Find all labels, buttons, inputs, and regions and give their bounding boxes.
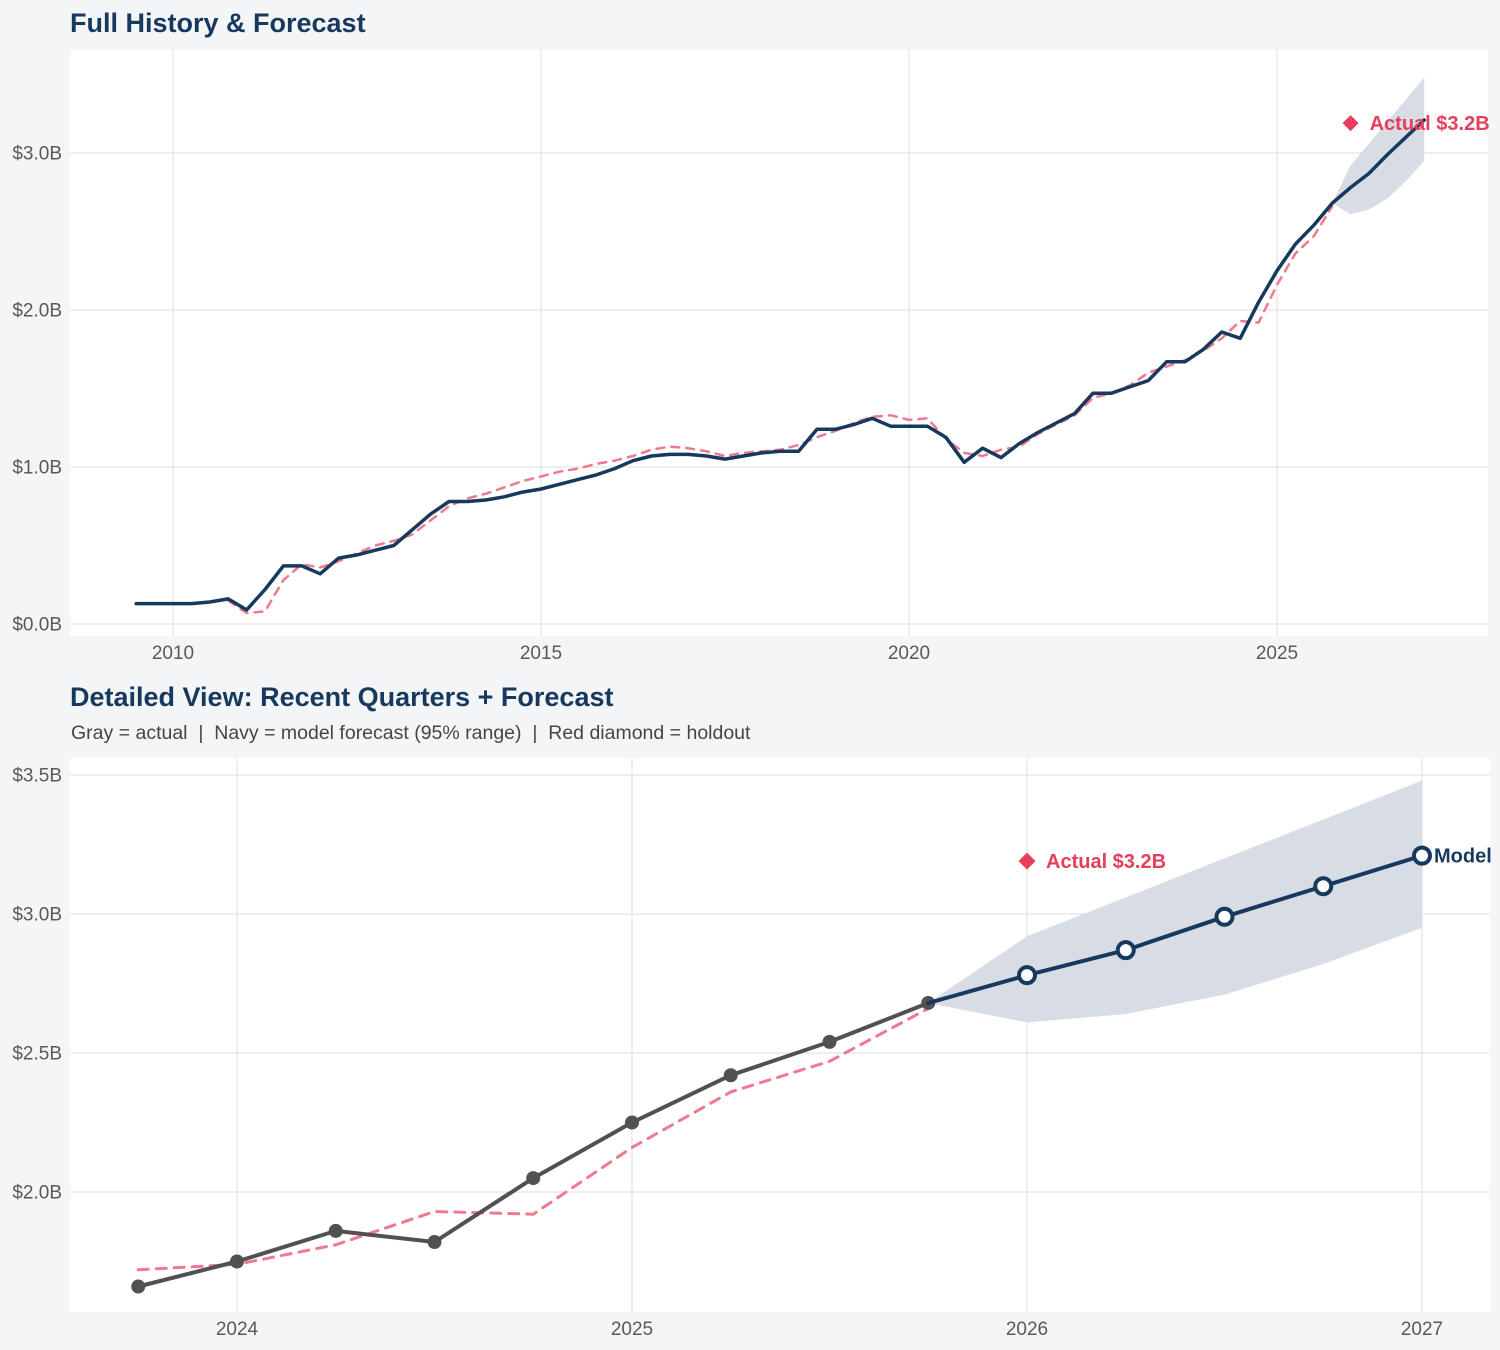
y-tick-label: $2.0B bbox=[12, 301, 62, 322]
actual-point-dot bbox=[822, 1034, 837, 1049]
holdout-annotation: Actual $3.2B bbox=[1018, 851, 1166, 873]
holdout-diamond-icon bbox=[1018, 852, 1036, 870]
actual-series bbox=[134, 201, 1334, 612]
model-forecast-series bbox=[1330, 118, 1426, 205]
y-tick-label: $1.0B bbox=[12, 458, 62, 479]
forecast-confidence-band bbox=[1332, 77, 1425, 215]
x-tick-label: 2015 bbox=[520, 643, 562, 664]
x-tick-label: 2024 bbox=[216, 1319, 259, 1340]
forecast-point-circle bbox=[1115, 940, 1136, 961]
actual-point-dot bbox=[131, 1279, 146, 1294]
holdout-diamond-icon bbox=[1342, 115, 1359, 132]
gridlines bbox=[70, 50, 1488, 636]
y-tick-label: $3.0B bbox=[12, 144, 62, 165]
full-history-chart: Actual $3.2B 2010 2015 2020 2025 $0.0B $1.0B $2… bbox=[12, 50, 1490, 665]
x-tick-label: 2020 bbox=[888, 643, 930, 664]
x-tick-label: 2025 bbox=[611, 1319, 653, 1340]
x-tick-label: 2027 bbox=[1401, 1319, 1443, 1340]
x-tick-label: 2010 bbox=[152, 643, 194, 664]
actual-point-dot bbox=[526, 1171, 541, 1186]
model-fit-series bbox=[136, 1007, 930, 1272]
full-history-title: Full History & Forecast bbox=[70, 8, 366, 38]
detailed-view-legend-subtitle: Gray = actual | Navy = model forecast (9… bbox=[71, 722, 751, 744]
x-tick-label: 2026 bbox=[1006, 1319, 1048, 1340]
x-tick-label: 2025 bbox=[1256, 643, 1298, 664]
y-tick-label: $2.5B bbox=[12, 1044, 62, 1065]
actual-point-dot bbox=[328, 1223, 343, 1238]
axis-tick-labels: 2010 2015 2020 2025 $0.0B $1.0B $2.0B $3.0B bbox=[12, 144, 1298, 665]
actual-series bbox=[131, 995, 936, 1294]
y-tick-label: $3.0B bbox=[12, 905, 62, 926]
actual-point-dot bbox=[427, 1235, 442, 1250]
axis-tick-labels: 2024 2025 2026 2027 $2.0B $2.5B $3.0B $3.5B bbox=[12, 766, 1443, 1341]
detailed-view-chart: Model Actual $3.2B 2024 2025 2026 2027 $2.0B $2… bbox=[12, 758, 1492, 1341]
actual-point-dot bbox=[625, 1115, 639, 1130]
detailed-view-title: Detailed View: Recent Quarters + Forecas… bbox=[70, 682, 614, 712]
forecast-point-circle bbox=[1412, 845, 1432, 866]
forecast-confidence-band bbox=[928, 780, 1422, 1023]
y-tick-label: $2.0B bbox=[12, 1183, 62, 1204]
plot-area bbox=[70, 50, 1488, 636]
y-tick-label: $3.5B bbox=[12, 766, 62, 787]
model-end-label: Model bbox=[1434, 846, 1492, 868]
forecast-point-circle bbox=[1017, 965, 1037, 986]
holdout-annotation-label: Actual $3.2B bbox=[1046, 851, 1166, 873]
forecast-point-circle bbox=[1313, 876, 1334, 897]
holdout-annotation-label: Actual $3.2B bbox=[1370, 113, 1490, 135]
holdout-annotation: Actual $3.2B bbox=[1342, 113, 1490, 135]
gridlines bbox=[70, 758, 1490, 1312]
actual-point-dot bbox=[723, 1068, 738, 1083]
y-tick-label: $0.0B bbox=[12, 615, 62, 636]
forecast-point-circle bbox=[1214, 906, 1235, 927]
actual-point-dot bbox=[230, 1254, 244, 1269]
model-forecast-series: Model bbox=[926, 845, 1492, 1005]
